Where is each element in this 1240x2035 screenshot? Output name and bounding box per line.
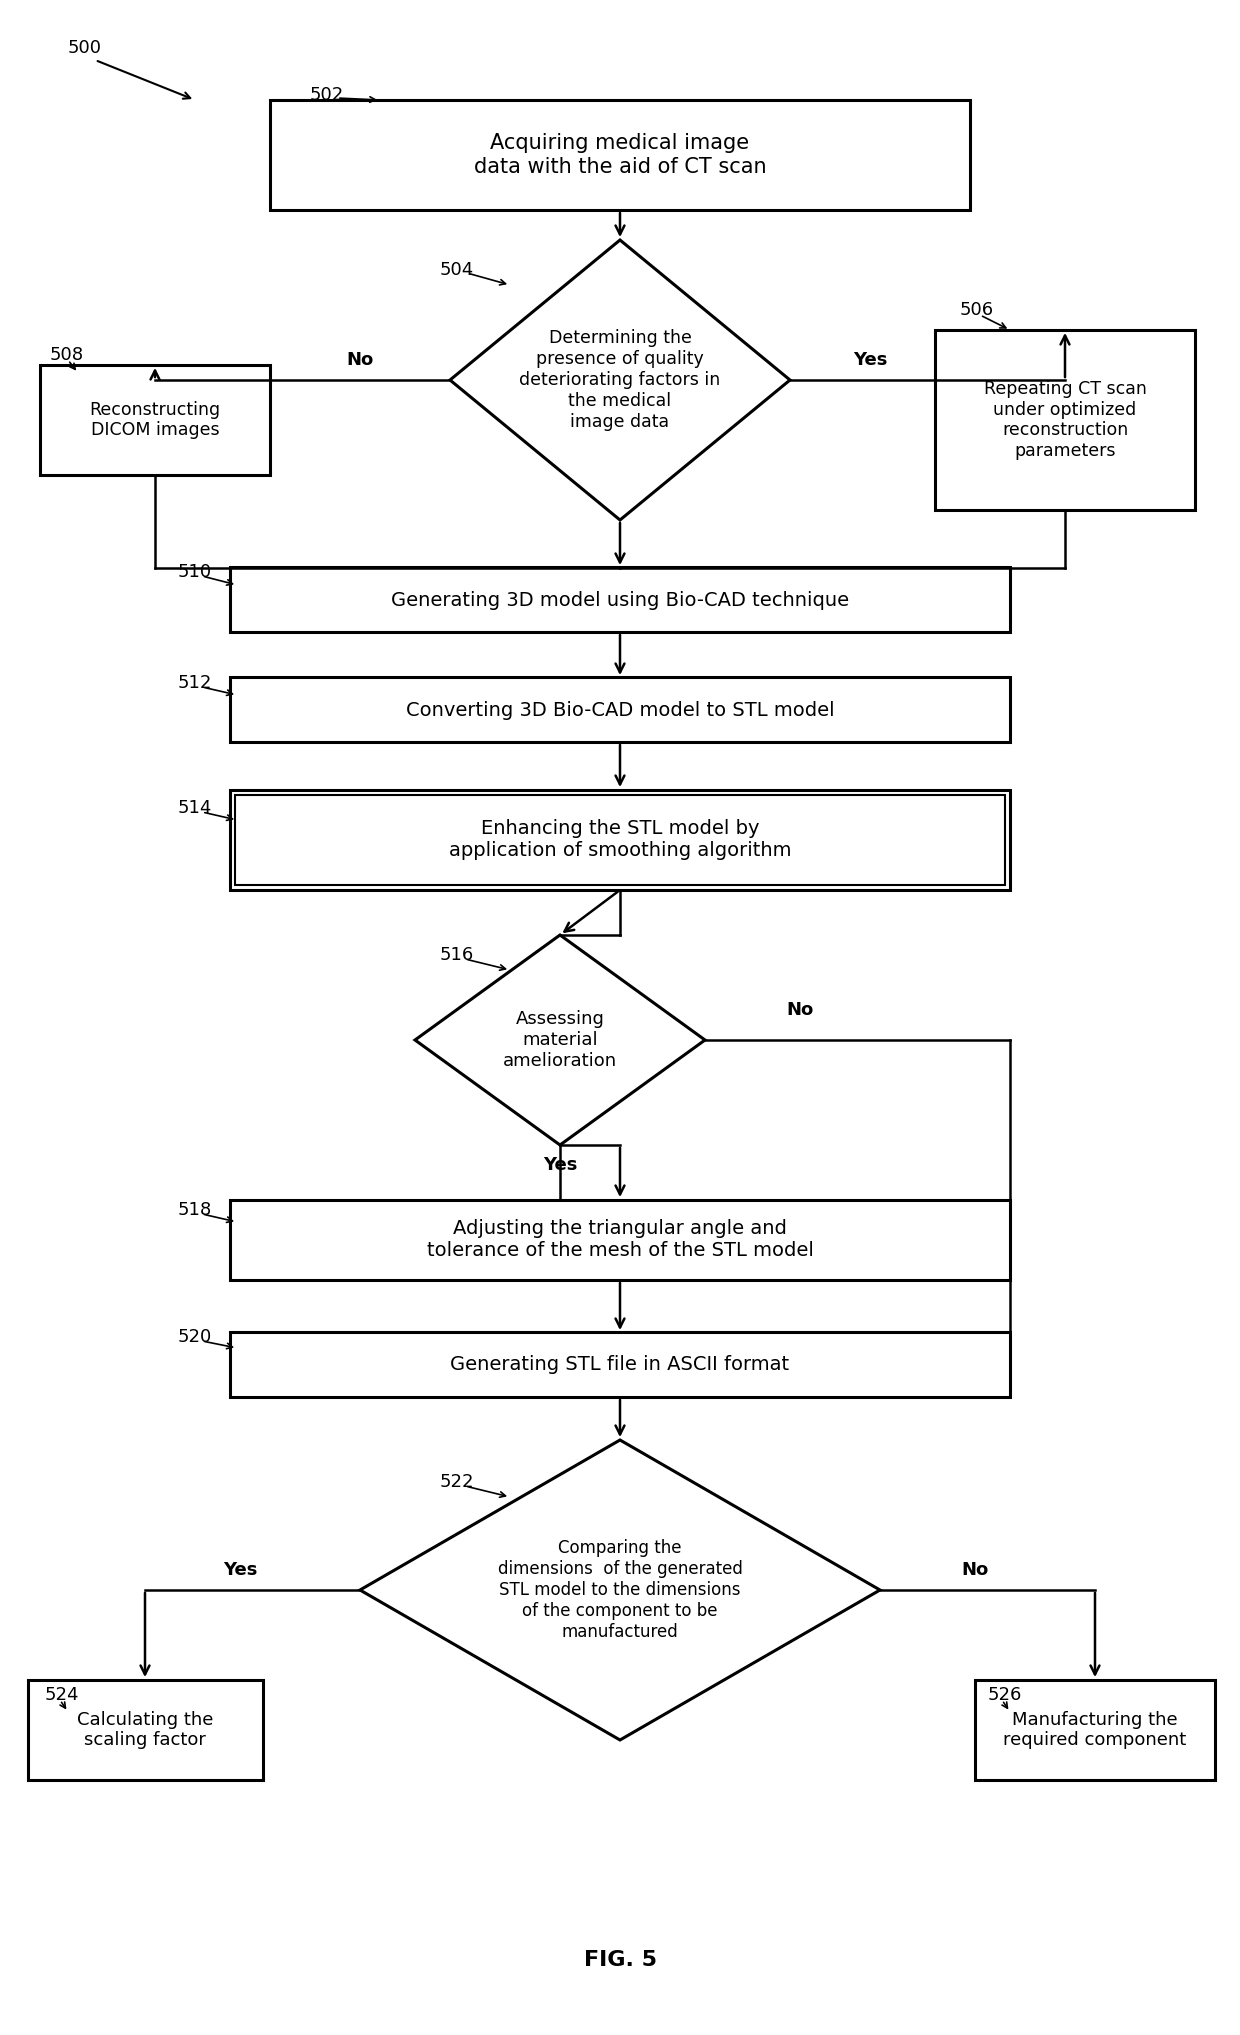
Polygon shape <box>415 934 706 1146</box>
Text: 518: 518 <box>179 1201 212 1219</box>
Text: Comparing the
dimensions  of the generated
STL model to the dimensions
of the co: Comparing the dimensions of the generate… <box>497 1538 743 1640</box>
Text: Yes: Yes <box>853 350 887 368</box>
Text: Calculating the
scaling factor: Calculating the scaling factor <box>77 1711 213 1750</box>
Text: 512: 512 <box>179 674 212 692</box>
Bar <box>270 100 970 210</box>
Text: Adjusting the triangular angle and
tolerance of the mesh of the STL model: Adjusting the triangular angle and toler… <box>427 1219 813 1260</box>
Bar <box>27 1681 263 1781</box>
Text: 502: 502 <box>310 85 345 104</box>
Text: 506: 506 <box>960 301 994 319</box>
Text: 524: 524 <box>45 1687 79 1703</box>
Text: Yes: Yes <box>543 1156 577 1174</box>
Text: Yes: Yes <box>223 1561 257 1579</box>
Text: 508: 508 <box>50 346 84 364</box>
Polygon shape <box>360 1441 880 1740</box>
Text: Repeating CT scan
under optimized
reconstruction
parameters: Repeating CT scan under optimized recons… <box>983 381 1147 460</box>
Bar <box>229 678 1011 743</box>
Bar <box>229 568 1011 633</box>
Text: No: No <box>786 1001 813 1020</box>
Text: Reconstructing
DICOM images: Reconstructing DICOM images <box>89 401 221 440</box>
Text: 522: 522 <box>440 1473 475 1492</box>
Text: 526: 526 <box>988 1687 1022 1703</box>
Text: No: No <box>346 350 373 368</box>
Text: 516: 516 <box>440 946 474 965</box>
Bar <box>229 1333 1011 1398</box>
Bar <box>229 1201 1011 1280</box>
Text: Enhancing the STL model by
application of smoothing algorithm: Enhancing the STL model by application o… <box>449 820 791 861</box>
Text: FIG. 5: FIG. 5 <box>584 1950 656 1970</box>
Text: Manufacturing the
required component: Manufacturing the required component <box>1003 1711 1187 1750</box>
Text: Assessing
material
amelioration: Assessing material amelioration <box>503 1009 618 1070</box>
Text: Converting 3D Bio-CAD model to STL model: Converting 3D Bio-CAD model to STL model <box>405 700 835 720</box>
Bar <box>236 796 1004 885</box>
Bar <box>975 1681 1215 1781</box>
Text: 510: 510 <box>179 564 212 582</box>
Text: Generating 3D model using Bio-CAD technique: Generating 3D model using Bio-CAD techni… <box>391 590 849 610</box>
Text: Acquiring medical image
data with the aid of CT scan: Acquiring medical image data with the ai… <box>474 134 766 177</box>
Text: No: No <box>961 1561 988 1579</box>
Text: Determining the
presence of quality
deteriorating factors in
the medical
image d: Determining the presence of quality dete… <box>520 330 720 431</box>
Text: 500: 500 <box>68 39 102 57</box>
Polygon shape <box>450 240 790 521</box>
Bar <box>40 364 270 474</box>
Text: 514: 514 <box>179 800 212 816</box>
Bar <box>229 790 1011 889</box>
Text: Generating STL file in ASCII format: Generating STL file in ASCII format <box>450 1355 790 1374</box>
Bar <box>935 330 1195 511</box>
Text: 504: 504 <box>440 260 474 279</box>
Text: 520: 520 <box>179 1329 212 1345</box>
